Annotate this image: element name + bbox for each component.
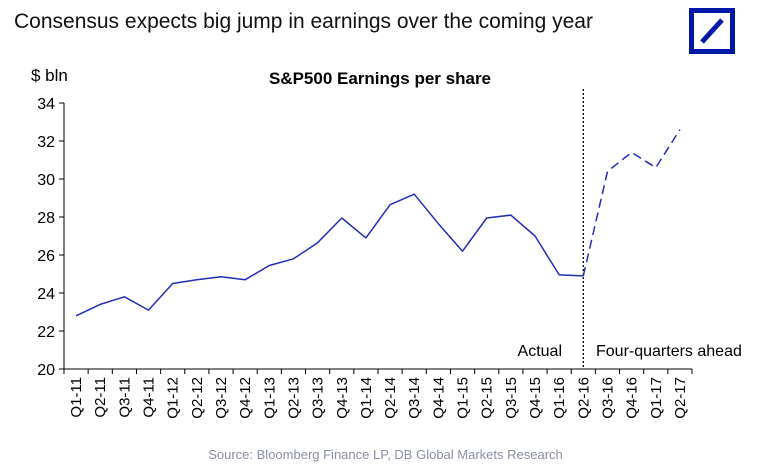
chart-title: S&P500 Earnings per share [269,69,491,88]
x-tick-label: Q3-16 [599,377,616,419]
x-tick-label: Q2-13 [285,377,302,419]
x-tick-label: Q2-17 [672,377,689,419]
x-tick-label: Q1-11 [68,377,85,418]
x-tick-label: Q2-12 [189,377,206,419]
x-tick-label: Q3-12 [213,377,230,419]
x-tick-label: Q3-13 [310,377,327,419]
x-tick-label: Q3-15 [503,377,520,419]
x-tick-label: Q2-16 [575,377,592,419]
x-tick-label: Q1-17 [648,377,665,419]
y-tick-label: 20 [37,362,55,379]
y-tick-label: 22 [37,324,55,341]
y-tick-label: 32 [37,134,55,151]
y-axis-unit-label: $ bln [31,66,68,85]
x-tick-label: Q1-16 [551,377,568,419]
y-tick-label: 24 [37,286,55,303]
x-tick-label: Q3-11 [116,377,133,418]
x-tick-label: Q4-12 [237,377,254,419]
x-tick-label: Q3-14 [406,377,423,419]
x-tick-label: Q1-14 [358,377,375,419]
x-tick-label: Q2-11 [92,377,109,418]
x-tick-label: Q4-13 [334,377,351,419]
x-tick-label: Q4-14 [430,377,447,419]
x-tick-label: Q1-15 [455,377,472,419]
actual-series-line [75,193,584,317]
chart: $ bln S&P500 Earnings per share 20 22 24 26… [31,66,742,419]
y-tick-label: 28 [37,210,55,227]
annotation-forecast: Four-quarters ahead [596,343,742,360]
forecast-series-line [582,129,681,277]
series-lines [75,129,681,317]
x-tick-label: Q4-16 [624,377,641,419]
annotation-actual: Actual [518,343,562,360]
deutsche-bank-logo-icon [689,8,735,54]
y-axis-ticks: 20 22 24 26 28 30 32 34 [37,96,64,379]
headline: Consensus expects big jump in earnings o… [14,10,593,33]
x-axis-ticks: Q1-11 Q2-11 Q3-11 Q4-11 Q1-12 Q2-12 Q3-12 Q4-12… [63,369,693,419]
x-tick-label: Q1-12 [165,377,182,419]
x-tick-label: Q1-13 [261,377,278,419]
source-note: Source: Bloomberg Finance LP, DB Global … [208,447,563,462]
axes [63,103,692,370]
x-tick-label: Q4-11 [141,377,158,418]
y-tick-label: 26 [37,248,55,265]
y-tick-label: 34 [37,96,55,113]
x-tick-label: Q4-15 [527,377,544,419]
x-tick-label: Q2-14 [382,377,399,419]
x-tick-label: Q2-15 [479,377,496,419]
y-tick-label: 30 [37,172,55,189]
